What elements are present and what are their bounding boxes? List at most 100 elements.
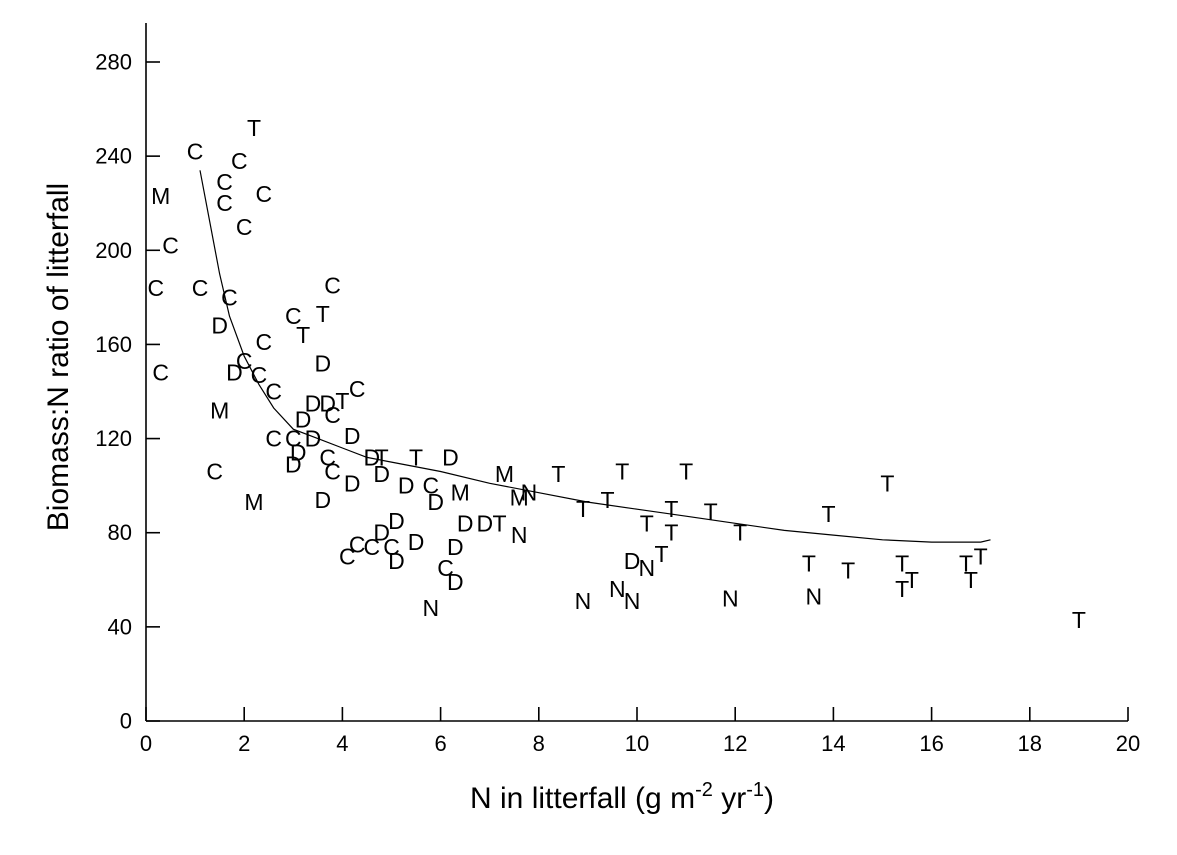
data-point: C — [364, 534, 381, 560]
data-point: T — [551, 461, 565, 487]
data-point: T — [409, 444, 423, 470]
x-tick-label: 4 — [336, 731, 348, 756]
data-point: N — [575, 588, 592, 614]
data-point: D — [344, 470, 361, 496]
data-point: C — [285, 303, 302, 329]
data-point: N — [722, 586, 739, 612]
data-point: C — [349, 531, 366, 557]
data-point: N — [609, 576, 626, 602]
data-point: M — [495, 461, 514, 487]
data-point: D — [319, 390, 336, 416]
x-tick-label: 16 — [919, 731, 943, 756]
data-point: T — [895, 576, 909, 602]
data-point: D — [344, 423, 361, 449]
data-point: D — [398, 473, 415, 499]
x-tick-label: 18 — [1018, 731, 1042, 756]
y-tick-label: 280 — [95, 50, 132, 75]
data-point: T — [841, 557, 855, 583]
data-point: D — [211, 313, 228, 339]
data-point: T — [247, 115, 261, 141]
y-ticks: 0 40 80 120 160 200 240 280 — [95, 50, 160, 734]
data-point: D — [442, 444, 459, 470]
x-axis-title-main: N in litterfall (g m — [470, 782, 695, 815]
data-point: C — [324, 273, 341, 299]
data-point: D — [305, 390, 322, 416]
data-point: C — [349, 376, 366, 402]
data-point: D — [447, 569, 464, 595]
y-tick-label: 80 — [108, 520, 132, 545]
data-point: T — [492, 510, 506, 536]
data-point: M — [451, 480, 470, 506]
data-point: C — [319, 444, 336, 470]
data-point: T — [335, 388, 349, 414]
data-point: M — [510, 484, 529, 510]
data-point: C — [162, 233, 179, 259]
data-point: D — [373, 461, 390, 487]
data-point: T — [664, 496, 678, 522]
data-point: D — [364, 444, 381, 470]
data-point: D — [290, 440, 307, 466]
data-point: C — [383, 534, 400, 560]
data-point: N — [422, 595, 439, 621]
data-point: T — [655, 541, 669, 567]
data-point: D — [476, 510, 493, 536]
data-point: D — [285, 451, 302, 477]
y-axis-title: Biomass:N ratio of litterfall — [42, 183, 75, 531]
data-point: N — [639, 555, 656, 581]
data-point: N — [624, 588, 641, 614]
x-ticks: 0 2 4 6 8 10 12 14 16 18 20 — [140, 707, 1140, 756]
data-point: D — [305, 426, 322, 452]
data-point: C — [236, 214, 253, 240]
data-point: C — [324, 459, 341, 485]
x-tick-label: 0 — [140, 731, 152, 756]
data-point: D — [314, 487, 331, 513]
data-point: D — [226, 360, 243, 386]
y-tick-label: 240 — [95, 144, 132, 169]
x-axis-title-end: ) — [764, 782, 774, 815]
data-point: C — [216, 190, 233, 216]
data-point: T — [802, 550, 816, 576]
data-point: T — [316, 301, 330, 327]
data-point: T — [704, 499, 718, 525]
data-point: T — [1072, 607, 1086, 633]
data-point: C — [265, 379, 282, 405]
data-point: D — [457, 510, 474, 536]
y-tick-label: 40 — [108, 614, 132, 639]
data-point: C — [256, 181, 273, 207]
y-tick-label: 120 — [95, 426, 132, 451]
data-point: D — [427, 489, 444, 515]
data-point: C — [192, 275, 209, 301]
x-axis-title-exp2: -1 — [746, 779, 764, 801]
data-point: C — [251, 362, 268, 388]
x-tick-label: 12 — [723, 731, 747, 756]
data-point: T — [576, 496, 590, 522]
data-point: T — [679, 459, 693, 485]
data-point: T — [964, 567, 978, 593]
data-point: C — [437, 555, 454, 581]
fit-curve-layer — [199, 170, 991, 543]
y-tick-label: 160 — [95, 332, 132, 357]
data-point: M — [151, 183, 170, 209]
data-point: C — [231, 148, 248, 174]
data-point: C — [256, 329, 273, 355]
data-point: C — [324, 402, 341, 428]
x-tick-label: 8 — [533, 731, 545, 756]
data-point: N — [521, 480, 538, 506]
data-point: T — [615, 459, 629, 485]
fit-curve — [199, 170, 991, 543]
data-point: M — [244, 489, 263, 515]
data-point: T — [895, 550, 909, 576]
data-point: C — [206, 459, 223, 485]
axes — [145, 23, 1128, 722]
data-point: T — [959, 550, 973, 576]
data-point: D — [388, 548, 405, 574]
data-point: C — [216, 169, 233, 195]
data-point: M — [210, 397, 229, 423]
data-point: T — [905, 567, 919, 593]
x-axis-title: N in litterfall (g m-2 yr-1) — [470, 779, 774, 815]
y-tick-label: 200 — [95, 238, 132, 263]
data-point: C — [148, 275, 165, 301]
data-point: D — [388, 508, 405, 534]
